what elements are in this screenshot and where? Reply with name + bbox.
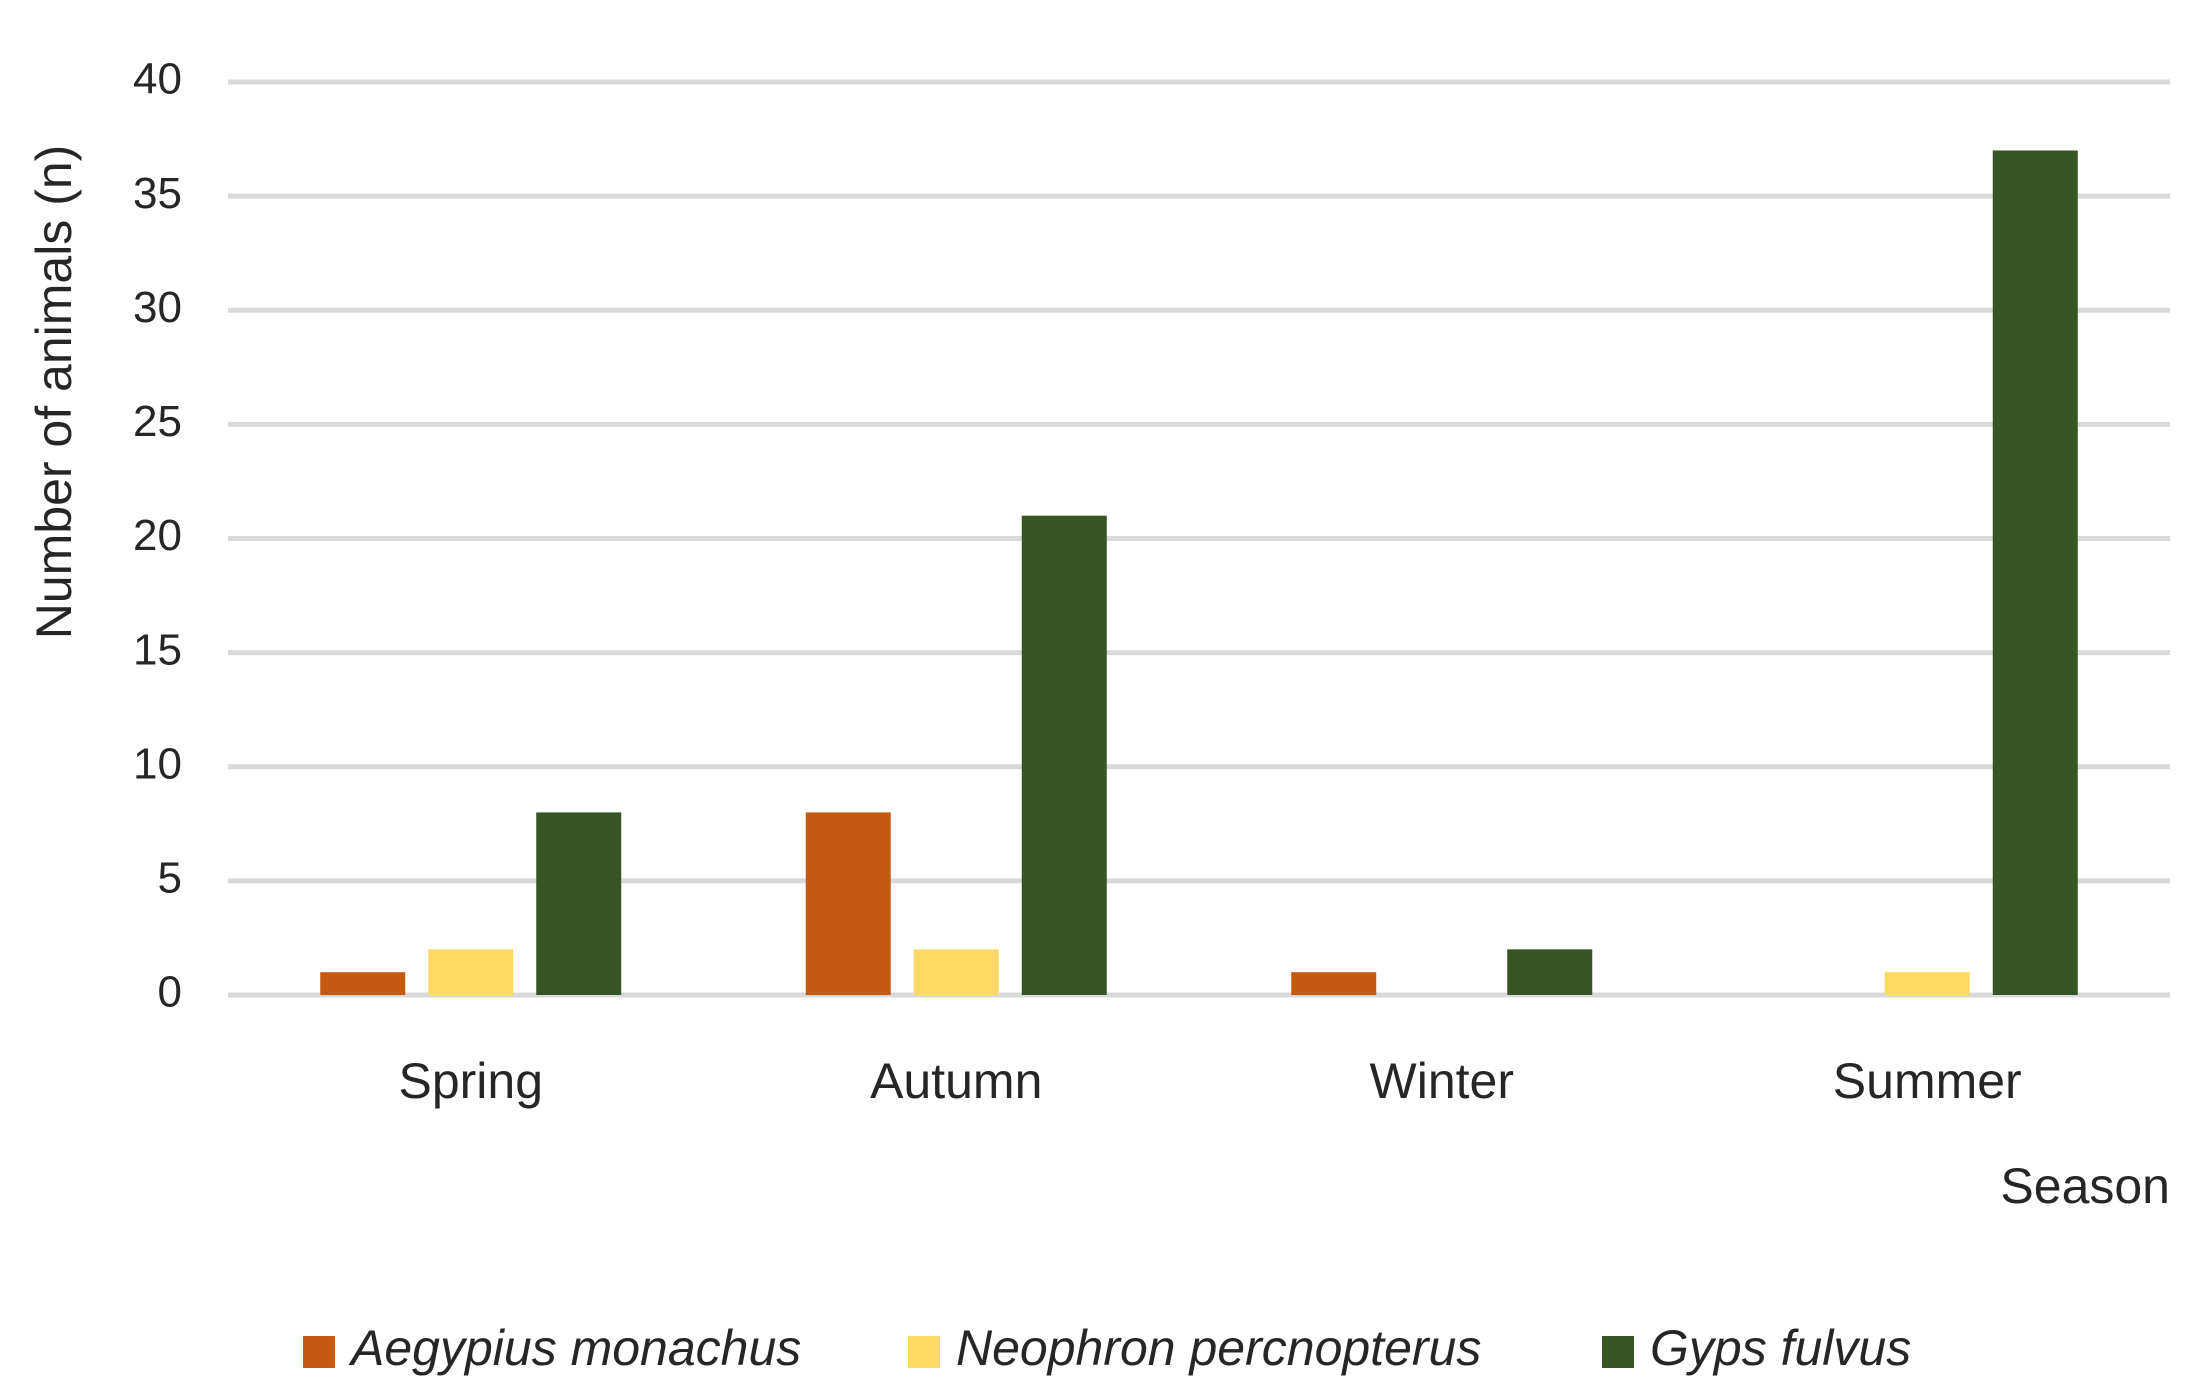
legend-swatch [908, 1336, 940, 1368]
category-label: Autumn [870, 1053, 1042, 1109]
bar-neophron-percnopterus-spring [428, 949, 514, 995]
bar-aegypius-monachus-autumn [805, 812, 891, 995]
legend-swatch [303, 1336, 335, 1368]
y-tick-label: 10 [133, 739, 182, 788]
legend-label: Gyps fulvus [1650, 1320, 1911, 1376]
y-tick-labels: 0 5 10 15 20 25 30 35 40 [133, 55, 182, 1017]
bar-gyps-fulvus-winter [1507, 949, 1593, 995]
y-tick-label: 0 [158, 968, 182, 1017]
gridlines [228, 79, 2170, 998]
x-axis-title: Season [2000, 1158, 2170, 1214]
y-tick-label: 5 [158, 854, 182, 903]
y-tick-label: 40 [133, 55, 182, 104]
bar-neophron-percnopterus-summer [1884, 972, 1970, 995]
legend-swatch [1602, 1336, 1634, 1368]
bar-gyps-fulvus-autumn [1021, 515, 1107, 995]
y-tick-label: 30 [133, 283, 182, 332]
bar-aegypius-monachus-spring [320, 972, 406, 995]
legend: Aegypius monachus Neophron percnopterus Gy… [303, 1320, 1911, 1376]
category-label: Winter [1370, 1053, 1514, 1109]
legend-label: Neophron percnopterus [956, 1320, 1481, 1376]
y-axis-title: Number of animals (n) [26, 145, 82, 640]
category-labels: Spring Autumn Winter Summer [398, 1053, 2021, 1109]
category-label: Spring [398, 1053, 543, 1109]
bars [320, 150, 2078, 996]
bar-gyps-fulvus-spring [536, 812, 622, 995]
y-tick-label: 25 [133, 397, 182, 446]
bar-gyps-fulvus-summer [1992, 150, 2078, 996]
y-tick-label: 20 [133, 511, 182, 560]
bar-aegypius-monachus-winter [1291, 972, 1377, 995]
y-tick-label: 35 [133, 169, 182, 218]
y-tick-label: 15 [133, 625, 182, 674]
bar-neophron-percnopterus-autumn [913, 949, 999, 995]
legend-label: Aegypius monachus [348, 1320, 801, 1376]
category-label: Summer [1833, 1053, 2022, 1109]
